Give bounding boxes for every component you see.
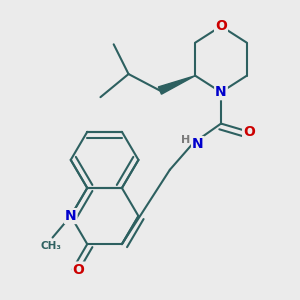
Text: O: O	[243, 125, 255, 139]
Text: H: H	[181, 135, 190, 145]
Text: CH₃: CH₃	[40, 241, 61, 251]
Text: N: N	[192, 137, 204, 151]
Text: O: O	[72, 262, 84, 277]
Text: N: N	[65, 209, 76, 223]
Text: N: N	[215, 85, 227, 99]
Text: O: O	[215, 19, 227, 33]
Polygon shape	[158, 76, 195, 94]
